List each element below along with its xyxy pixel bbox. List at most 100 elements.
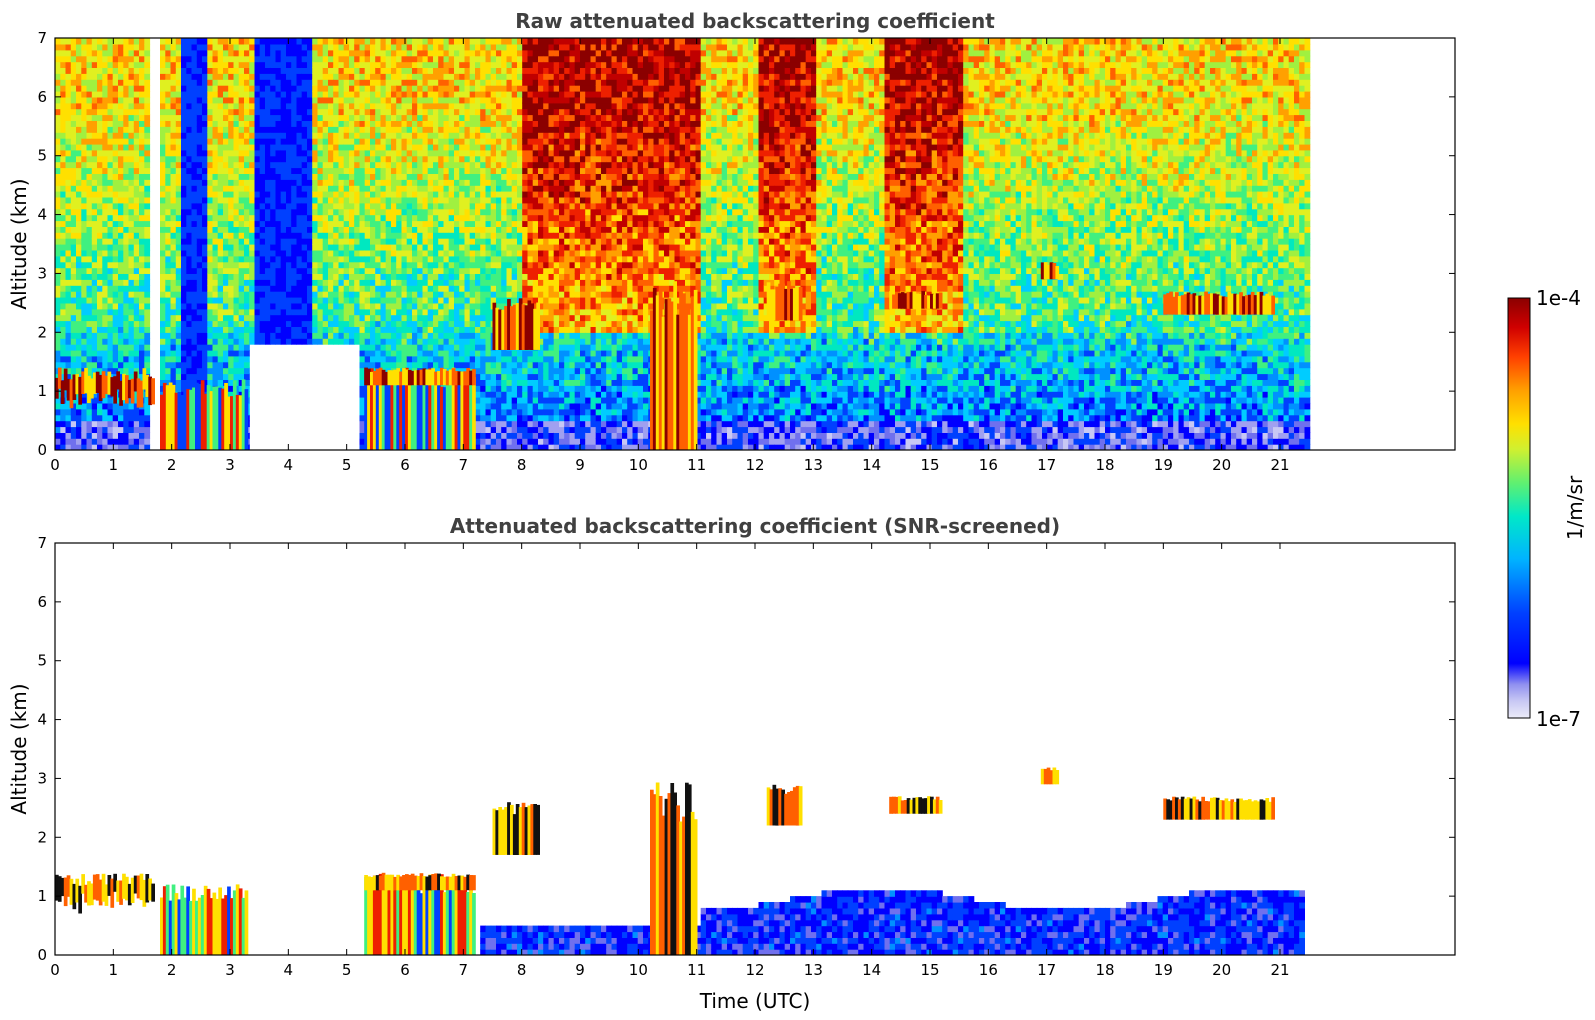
heatmap-cell [207, 208, 214, 216]
heatmap-cell [186, 179, 193, 186]
heatmap-cell [249, 220, 255, 227]
heatmap-cell [265, 149, 271, 157]
heatmap-cell [364, 108, 371, 116]
heatmap-cell [270, 102, 276, 110]
heatmap-cell [417, 73, 423, 80]
heatmap-cell [170, 302, 177, 310]
heatmap-cell [380, 302, 387, 310]
heatmap-cell [454, 85, 460, 92]
heatmap-cell [55, 361, 61, 369]
heatmap-cell [196, 367, 203, 375]
heatmap-cell [275, 102, 282, 110]
heatmap-cell [328, 261, 334, 269]
heatmap-cell [196, 308, 203, 316]
heatmap-cell [81, 185, 88, 192]
heatmap-cell [228, 255, 234, 263]
heatmap-cell [433, 73, 439, 80]
heatmap-cell [412, 338, 418, 345]
heatmap-cell [244, 220, 250, 227]
heatmap-cell [406, 302, 413, 310]
heatmap-cell [60, 332, 67, 339]
heatmap-cell [417, 267, 423, 274]
heatmap-cell [249, 255, 255, 263]
heatmap-cell [70, 61, 77, 68]
heatmap-cell [60, 355, 67, 363]
heatmap-cell [133, 167, 140, 174]
heatmap-cell [417, 132, 423, 139]
heatmap-cell [65, 208, 72, 216]
heatmap-cell [228, 391, 234, 398]
heatmap-cell [133, 344, 140, 351]
heatmap-cell [275, 126, 282, 133]
heatmap-cell [364, 126, 371, 133]
heatmap-cell [448, 214, 455, 222]
heatmap-cell [186, 314, 193, 322]
heatmap-cell [170, 255, 177, 263]
heatmap-cell [406, 108, 413, 116]
heatmap-cell [112, 67, 119, 74]
heatmap-cell [354, 55, 360, 63]
heatmap-cell [91, 120, 98, 127]
heatmap-cell [160, 373, 166, 380]
heatmap-cell [385, 214, 392, 222]
panel-raw-title: Raw attenuated backscattering coefficien… [515, 9, 995, 33]
heatmap-cell [181, 196, 187, 204]
heatmap-cell [338, 285, 345, 292]
heatmap-cell [86, 220, 93, 227]
heatmap-cell [349, 43, 355, 51]
heatmap-cell [438, 297, 444, 304]
heatmap-cell [217, 244, 224, 251]
heatmap-cell [223, 244, 229, 251]
heatmap-cell [107, 232, 114, 239]
heatmap-cell [175, 73, 182, 80]
heatmap-cell [417, 114, 423, 121]
heatmap-cell [65, 291, 72, 298]
heatmap-cell [133, 408, 140, 416]
heatmap-cell [81, 238, 88, 245]
heatmap-cell [333, 285, 339, 292]
heatmap-cell [244, 267, 250, 274]
heatmap-cell [65, 255, 72, 263]
heatmap-cell [417, 120, 423, 127]
heatmap-cell [412, 232, 418, 239]
heatmap-cell [312, 55, 318, 63]
heatmap-cell [165, 244, 172, 251]
heatmap-cell [422, 226, 429, 233]
heatmap-cell [181, 338, 187, 345]
heatmap-cell [454, 179, 460, 186]
heatmap-cell [165, 314, 172, 322]
heatmap-cell [317, 279, 324, 286]
heatmap-cell [385, 143, 392, 151]
heatmap-cell [301, 226, 308, 233]
heatmap-cell [217, 185, 224, 192]
heatmap-cell [238, 320, 245, 327]
heatmap-cell [55, 167, 61, 174]
heatmap-cell [417, 338, 423, 345]
heatmap-cell [338, 202, 345, 210]
heatmap-cell [223, 297, 229, 304]
heatmap-cell [291, 179, 297, 186]
heatmap-cell [433, 349, 439, 357]
heatmap-cell [112, 285, 119, 292]
heatmap-cell [249, 96, 255, 104]
heatmap-cell [97, 220, 103, 227]
heatmap-cell [118, 338, 124, 345]
heatmap-cell [328, 238, 334, 245]
heatmap-cell [427, 285, 434, 292]
heatmap-cell [380, 132, 387, 139]
heatmap-cell [160, 320, 166, 327]
heatmap-cell [97, 420, 103, 428]
heatmap-cell [259, 73, 266, 80]
heatmap-cell [123, 244, 130, 251]
heatmap-cell [265, 173, 271, 180]
heatmap-cell [60, 426, 67, 433]
heatmap-cell [396, 261, 402, 269]
heatmap-cell [91, 314, 98, 322]
heatmap-cell [286, 255, 292, 263]
heatmap-cell [301, 173, 308, 180]
heatmap-cell [322, 244, 329, 251]
heatmap-cell [228, 138, 234, 145]
heatmap-cell [380, 261, 387, 269]
heatmap-cell [81, 249, 88, 257]
heatmap-cell [265, 132, 271, 139]
